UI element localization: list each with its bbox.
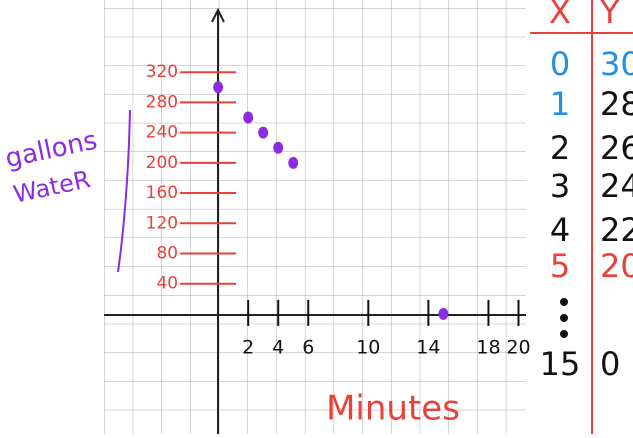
table-cell: 2 [550,129,570,167]
table-cell: 15 [540,345,581,383]
x-tick-label: 2 [242,336,254,358]
y-tick-label: 80 [156,243,178,263]
table-cell: 30 [600,45,633,83]
table-cell: 0 [550,45,570,83]
y-label-brace [117,109,131,273]
ellipsis-dot [560,298,568,306]
table-header: X [549,0,571,31]
table-cell: 4 [550,211,570,249]
y-axis-arrow [211,7,225,23]
ellipsis-dot [560,330,568,338]
table-cell: 28 [600,85,633,123]
x-tick-label: 18 [476,336,500,358]
y-tick-label: 280 [146,92,178,112]
point [288,156,299,169]
graph-paper [104,0,526,434]
y-tick-label: 320 [146,62,178,82]
table-cell: 26 [600,129,633,167]
y-tick-label: 160 [146,183,178,203]
point [243,111,254,124]
y-tick-label: 200 [146,153,178,173]
point [213,81,224,94]
table-cell: 0 [600,345,620,383]
table-cell: 24 [600,167,633,205]
table-cell: 1 [550,85,570,123]
x-tick-label: 14 [416,336,440,358]
x-label: Minutes [326,389,460,429]
table-cell: 22 [600,211,633,249]
table-cell: 5 [550,247,570,285]
table-cell: 20 [600,247,633,285]
x-tick-label: 20 [506,336,530,358]
ellipsis-dot [560,314,568,322]
table-header: Y [599,0,620,31]
y-tick-label: 240 [146,123,178,143]
x-tick-label: 10 [356,336,380,358]
point [438,307,449,320]
y-label: WateR [11,165,93,209]
y-tick-label: 120 [146,213,178,233]
x-tick-label: 6 [302,336,314,358]
plot: 40 80 120 160 200 240 280 320 2 4 6 10 14 18 20 [146,62,531,358]
point [258,126,269,139]
point [273,141,284,154]
x-tick-label: 4 [272,336,284,358]
y-tick-label: 40 [156,274,178,294]
table-cell: 3 [550,167,570,205]
